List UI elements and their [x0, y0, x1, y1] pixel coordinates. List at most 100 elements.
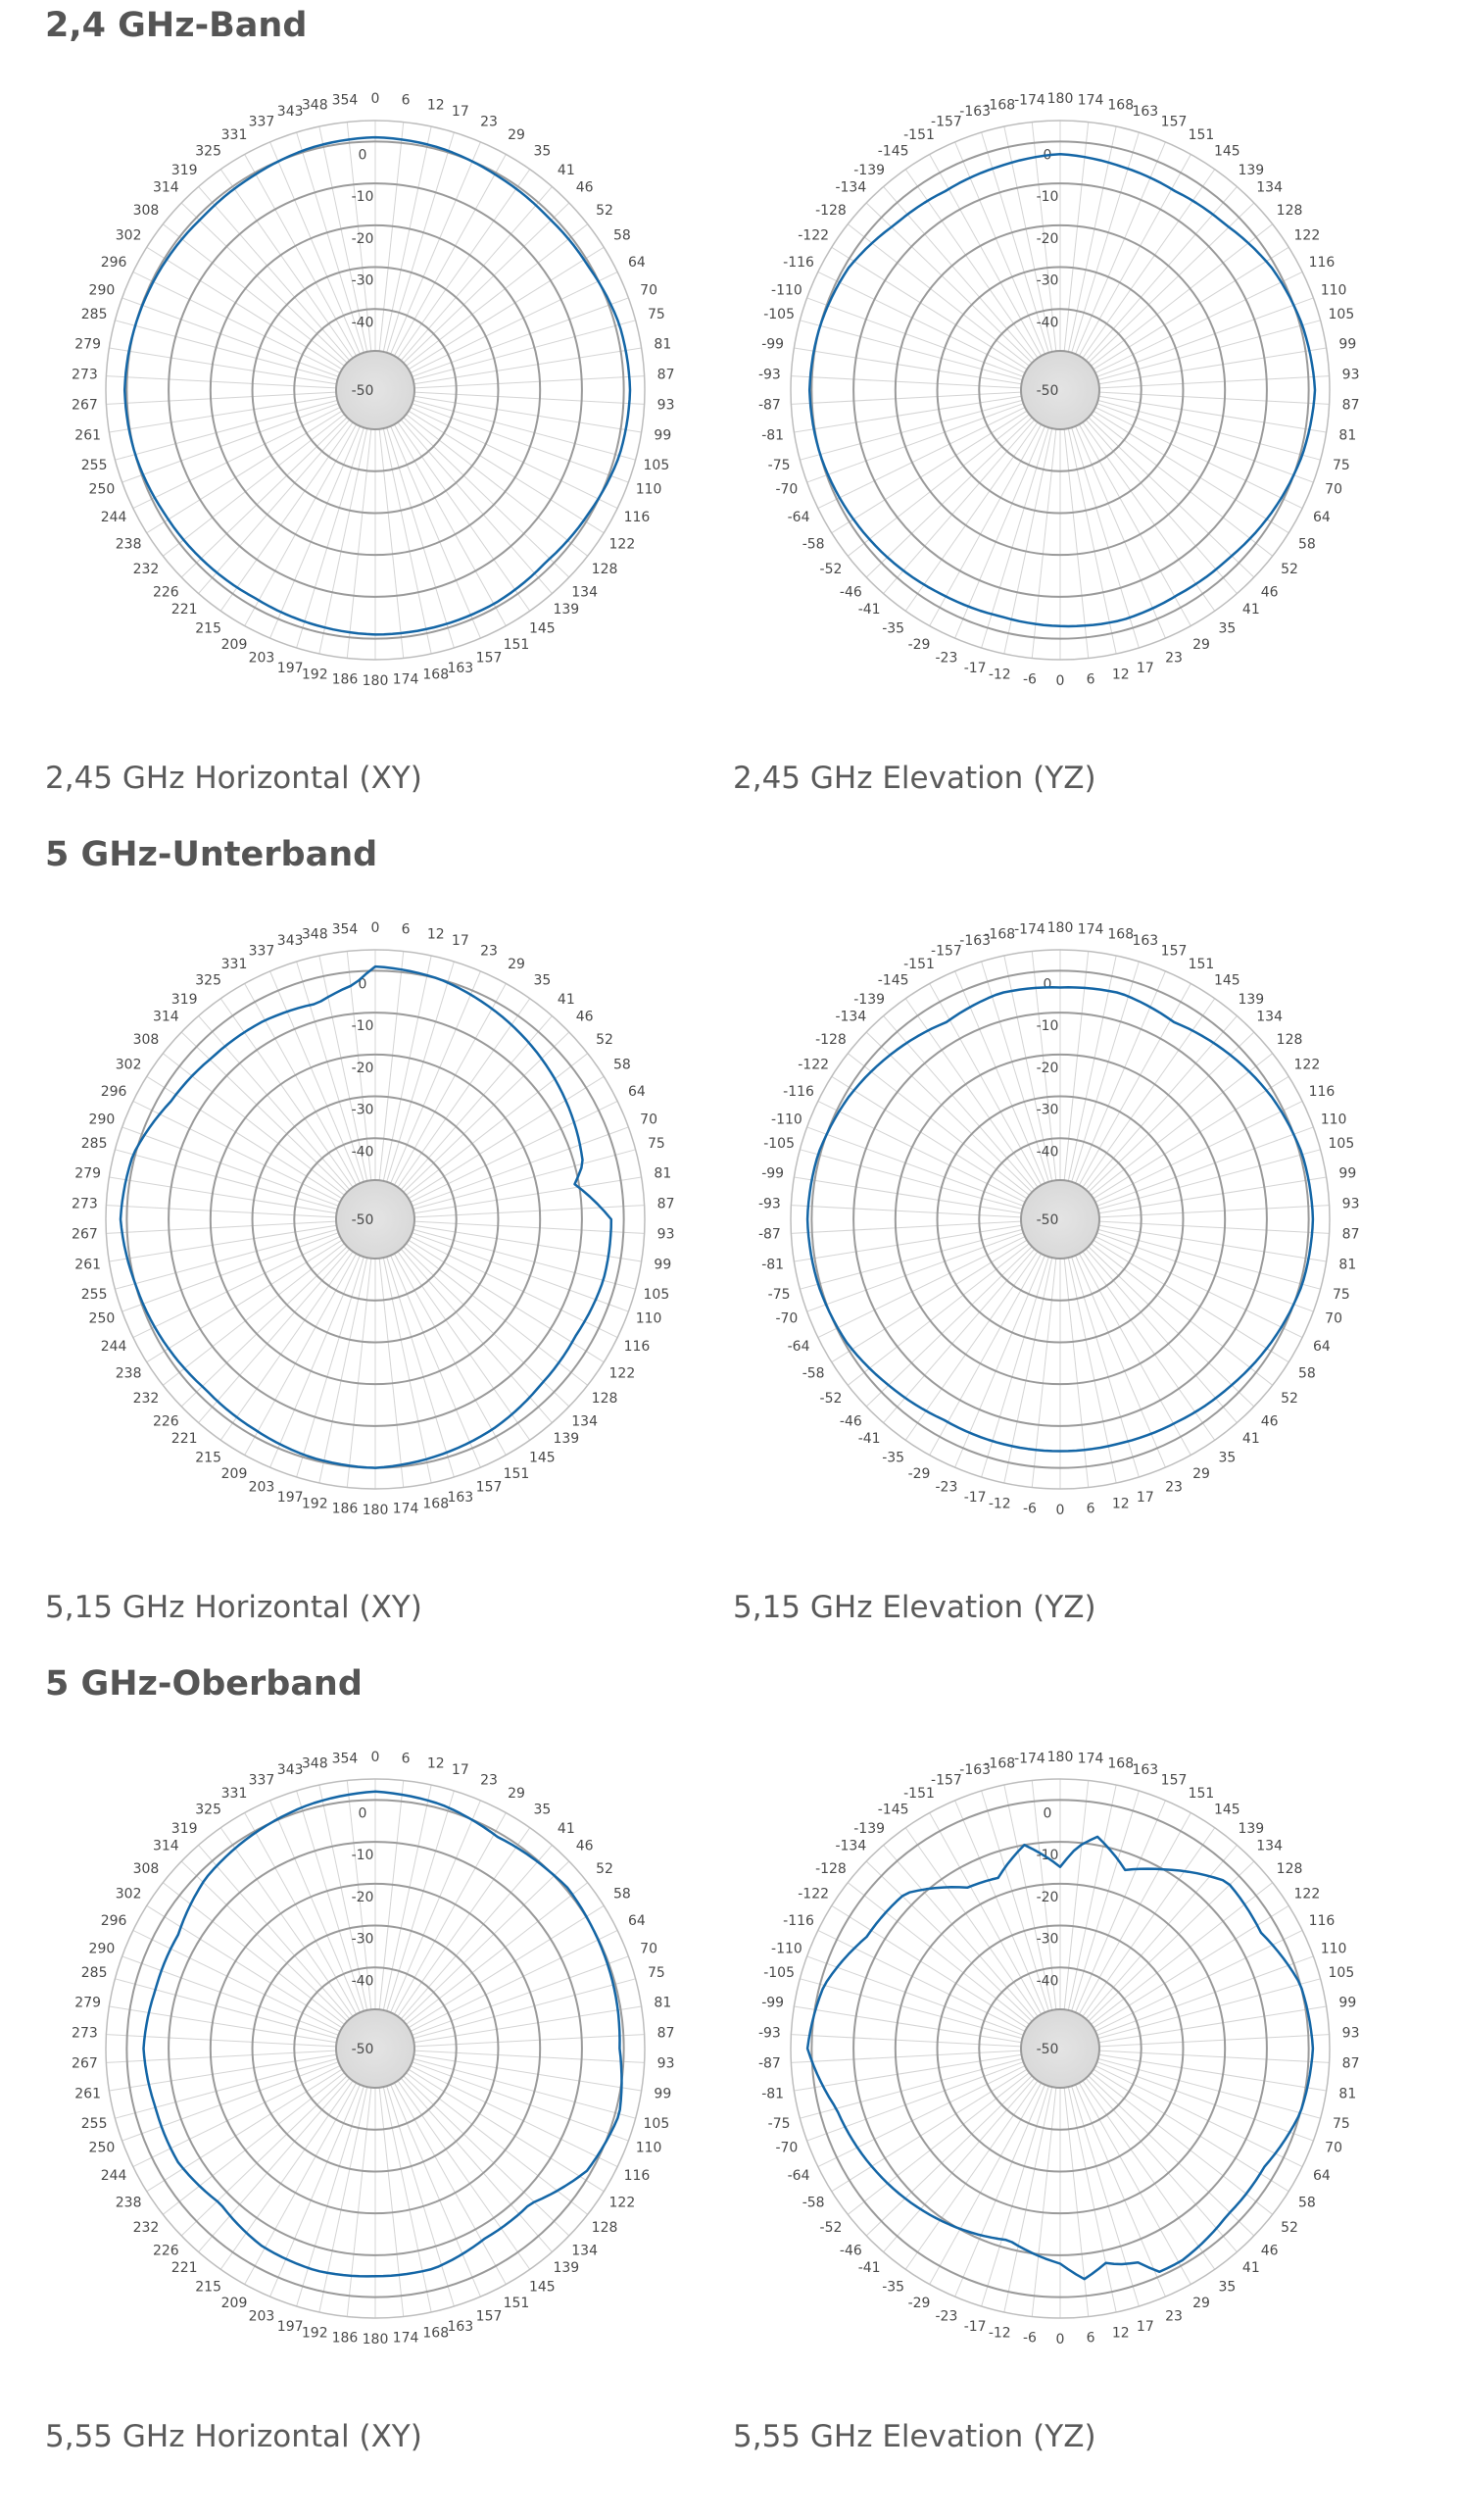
spoke-line	[1096, 1126, 1314, 1207]
angle-label: -122	[798, 228, 829, 244]
spoke-line	[413, 391, 645, 405]
spoke-line	[1094, 1100, 1303, 1203]
spoke-line	[806, 1955, 1024, 2036]
spoke-line	[132, 2065, 341, 2168]
spoke-line	[403, 417, 570, 578]
angle-label: -6	[1023, 1501, 1037, 1516]
angle-label: 35	[1218, 1450, 1236, 1465]
spoke-line	[412, 1126, 629, 1207]
spoke-line	[397, 1827, 531, 2017]
spoke-line	[865, 1860, 1033, 2022]
spoke-line	[162, 1882, 345, 2025]
spoke-line	[1085, 1248, 1238, 1423]
angle-label: 302	[116, 228, 142, 244]
angle-label: 151	[504, 2296, 530, 2311]
spoke-line	[162, 223, 345, 367]
spoke-line	[180, 1860, 348, 2022]
angle-label: 46	[576, 180, 594, 196]
angle-label: 58	[1298, 1365, 1316, 1381]
angle-label: -75	[768, 458, 791, 473]
spoke-line	[1075, 2084, 1166, 2298]
ring-label: -50	[1037, 2042, 1059, 2057]
spoke-line	[413, 1176, 642, 1214]
spoke-line	[318, 2087, 368, 2313]
spoke-line	[296, 961, 364, 1182]
angle-label: 261	[74, 1257, 101, 1272]
angle-label: 163	[447, 1490, 473, 1506]
spoke-line	[393, 1253, 507, 1456]
angle-label: -145	[878, 1803, 909, 1818]
spoke-line	[981, 1257, 1049, 1478]
spoke-line	[410, 1100, 618, 1203]
angle-label: 168	[1107, 97, 1134, 113]
spoke-line	[1098, 391, 1330, 405]
angle-label: 261	[74, 2086, 101, 2101]
angle-label: 290	[89, 282, 116, 298]
angle-label: 279	[74, 1166, 101, 1182]
ring-label: -50	[352, 383, 374, 399]
spoke-line	[115, 1228, 338, 1290]
spoke-line	[1031, 1780, 1057, 2010]
spoke-line	[1003, 955, 1053, 1181]
angle-label: 134	[1256, 1839, 1283, 1854]
angle-label: -134	[835, 180, 866, 196]
ring-label: 0	[359, 147, 367, 163]
ring--10	[852, 182, 1268, 598]
angle-label: 12	[427, 97, 445, 113]
ring--30	[251, 266, 500, 515]
angle-label: 134	[571, 584, 598, 600]
spoke-line	[791, 375, 1022, 389]
angle-label: 64	[628, 255, 646, 271]
spoke-line	[1096, 2061, 1314, 2142]
spoke-line	[122, 297, 339, 377]
angle-label: -35	[882, 620, 904, 636]
spoke-line	[106, 2050, 337, 2063]
angle-label: 64	[628, 1084, 646, 1100]
spoke-line	[865, 2075, 1033, 2237]
angle-label: -17	[964, 661, 987, 676]
angle-label: -93	[758, 2025, 781, 2041]
angle-label: 285	[81, 1965, 108, 1981]
spoke-line	[1031, 2087, 1057, 2317]
ring-0	[810, 1799, 1310, 2298]
angle-label: 93	[1342, 367, 1360, 382]
spoke-line	[386, 2086, 455, 2307]
center-disc	[336, 351, 414, 429]
angle-label: 232	[133, 562, 160, 577]
spoke-line	[403, 1246, 570, 1408]
angle-label: -41	[858, 2260, 881, 2276]
angle-label: 168	[422, 1497, 449, 1512]
ring-label: -20	[352, 1890, 374, 1905]
angle-label: 273	[72, 2025, 98, 2041]
angle-label: 99	[654, 2086, 671, 2101]
angle-label: 17	[452, 1762, 469, 1778]
spoke-line	[865, 417, 1033, 578]
spoke-line	[132, 407, 341, 510]
center-disc	[1021, 2009, 1099, 2088]
spoke-line	[1098, 395, 1327, 433]
spoke-line	[1098, 2050, 1330, 2063]
angle-label: 81	[654, 1166, 671, 1182]
spoke-line	[109, 395, 337, 433]
angle-label: 116	[624, 510, 651, 525]
spoke-line	[198, 419, 351, 594]
spoke-line	[1063, 122, 1090, 352]
angle-label: 331	[221, 127, 248, 143]
spoke-line	[954, 425, 1045, 639]
spoke-line	[400, 2077, 553, 2252]
angle-label: -151	[903, 957, 935, 972]
angle-label: -70	[775, 1311, 798, 1327]
angle-label: 250	[89, 482, 116, 498]
spoke-line	[831, 2068, 1028, 2193]
angle-label: 12	[1112, 667, 1130, 683]
angle-label: -139	[853, 992, 885, 1008]
spoke-line	[219, 1827, 354, 2017]
angle-label: 58	[1298, 536, 1316, 552]
ring--10	[168, 1841, 583, 2256]
ring-label: 0	[1044, 976, 1052, 992]
spoke-line	[198, 1015, 351, 1191]
spoke-line	[397, 1251, 531, 1441]
angle-label: 296	[101, 255, 127, 271]
angle-label: 354	[332, 93, 359, 109]
